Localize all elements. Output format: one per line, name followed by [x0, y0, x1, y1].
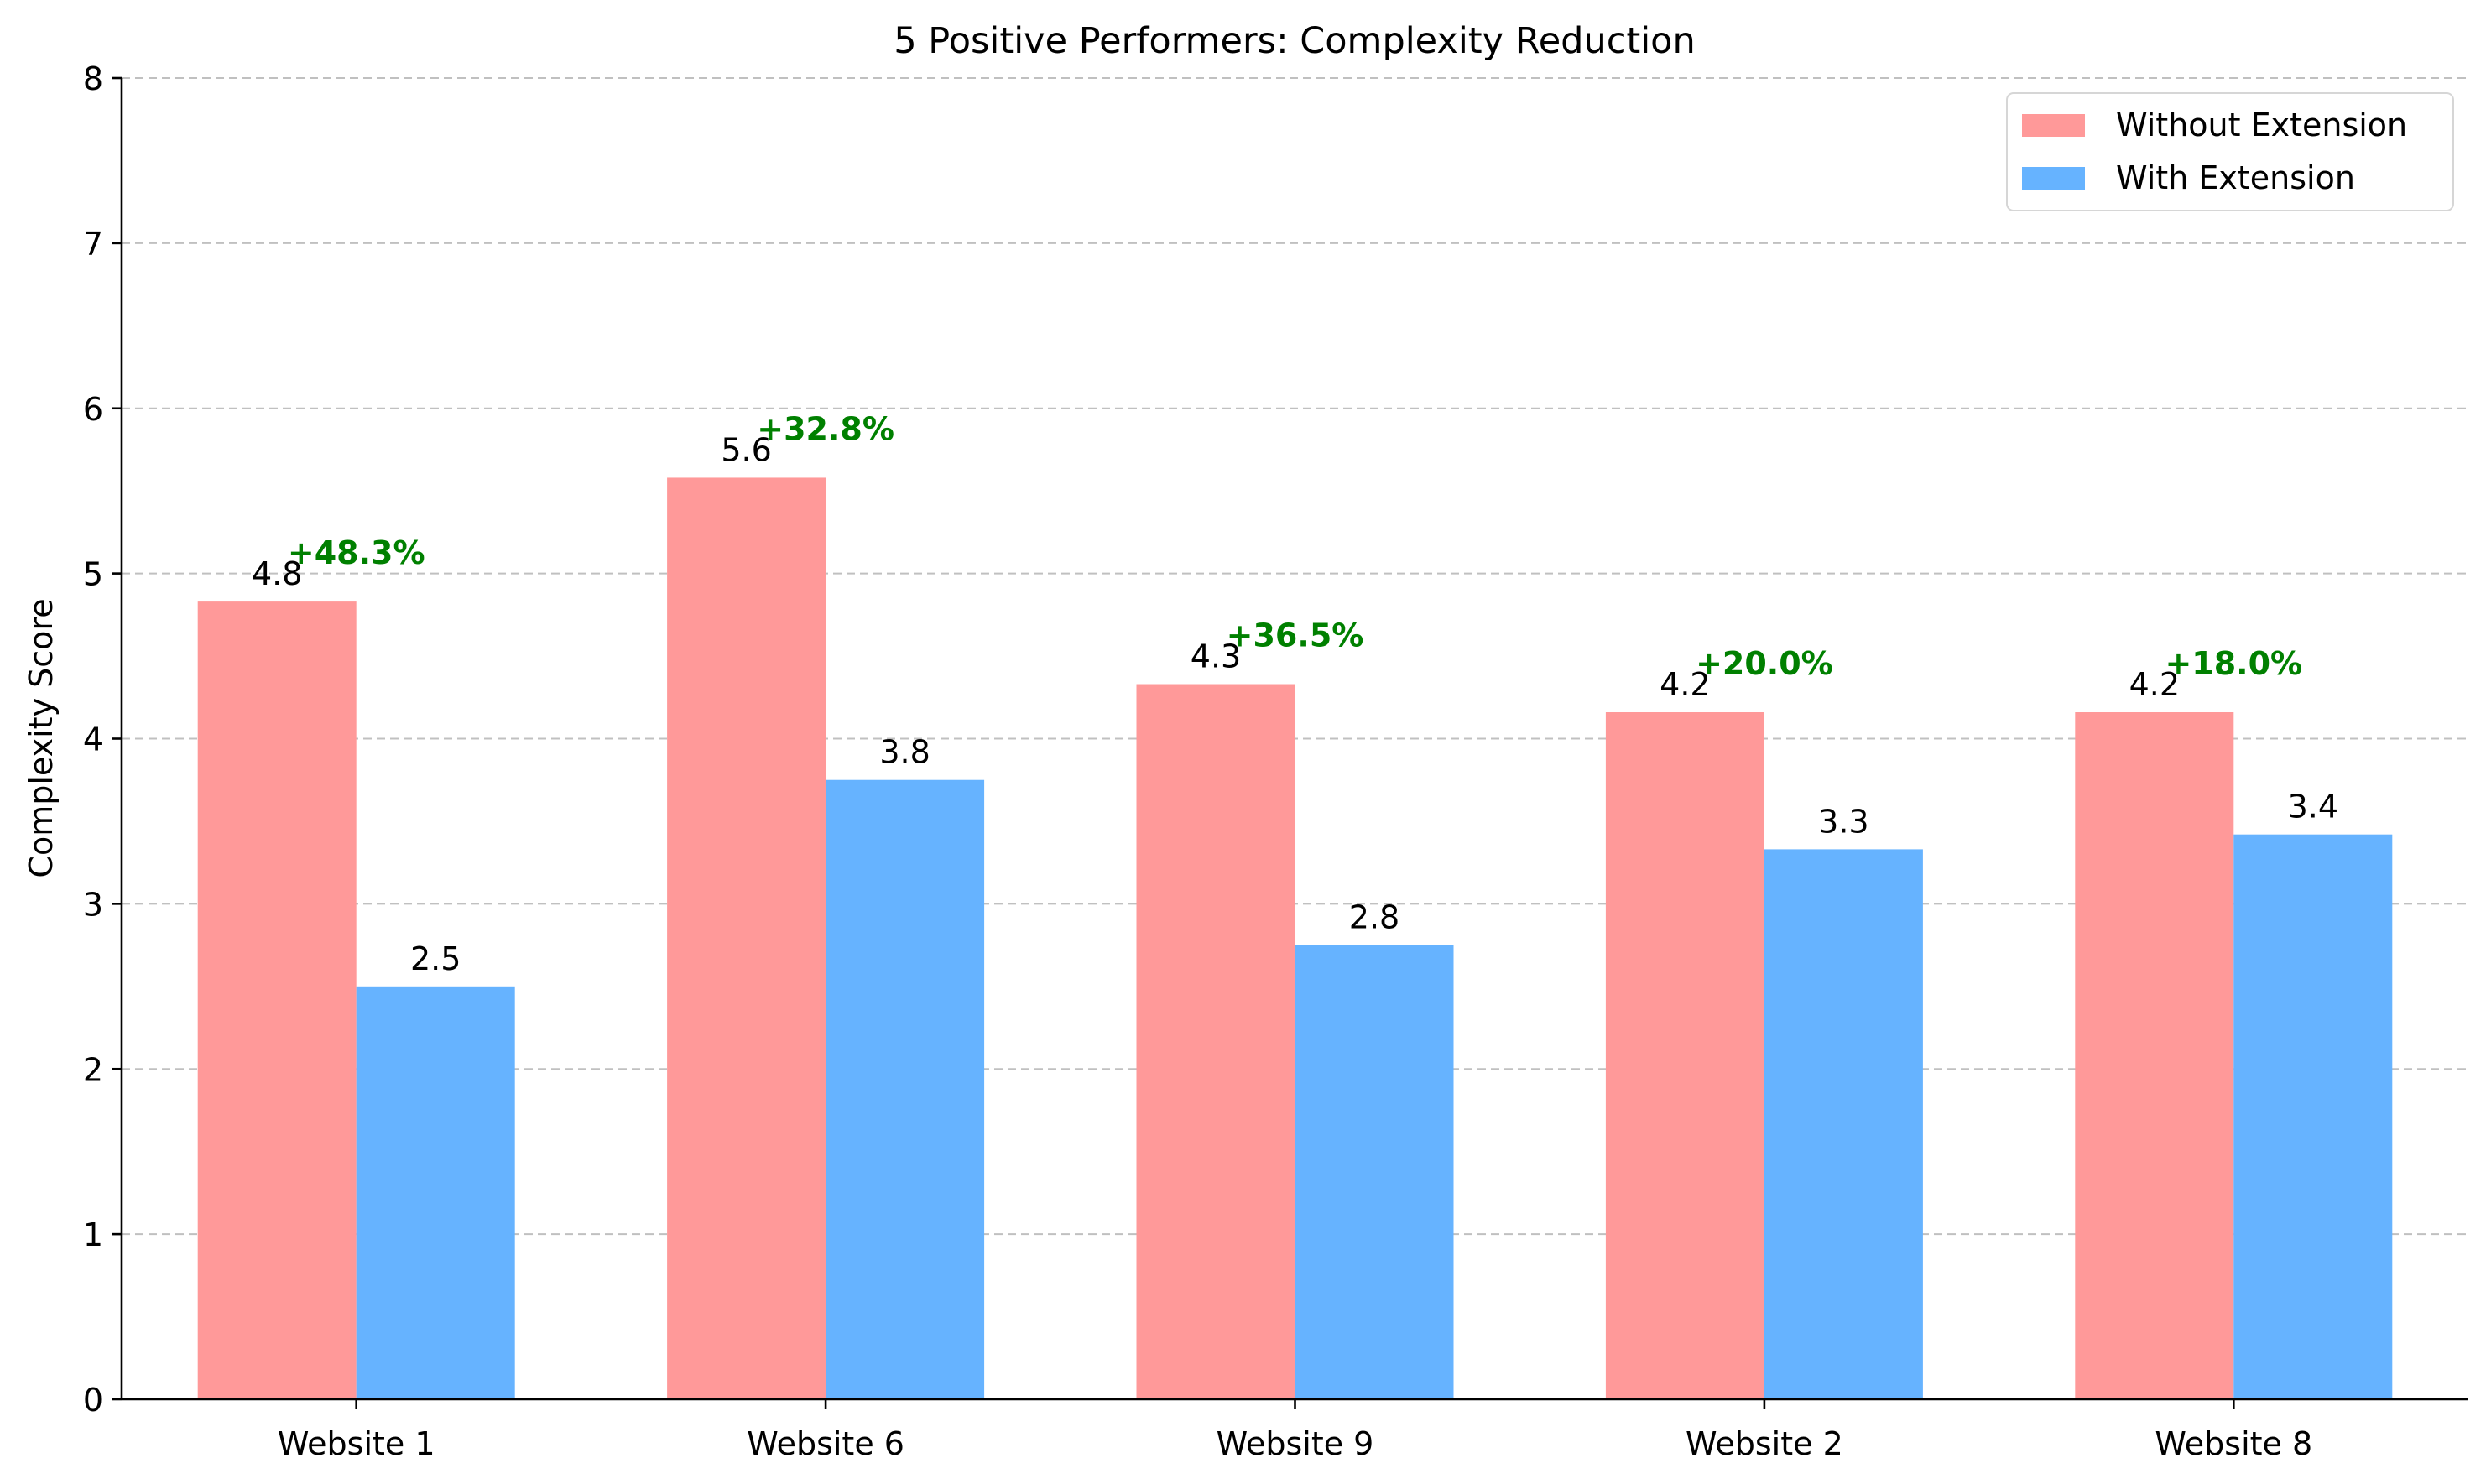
- value-label-with-4: 3.3: [1818, 803, 1868, 840]
- value-label-with-2: 3.8: [879, 734, 930, 771]
- bar-with-1: [356, 986, 515, 1399]
- legend-label-with: With Extension: [2116, 159, 2355, 196]
- improvement-label-2: +32.8%: [757, 410, 894, 447]
- y-tick-label-3: 3: [83, 886, 103, 923]
- y-tick-label-5: 5: [83, 556, 103, 593]
- value-label-without-3: 4.3: [1191, 638, 1241, 675]
- x-tick-label-3: Website 9: [1217, 1425, 1374, 1462]
- bar-without-4: [1605, 712, 1764, 1399]
- y-axis-label: Complexity Score: [23, 598, 60, 877]
- improvement-label-4: +20.0%: [1696, 645, 1833, 682]
- axes: 0 1 2 3 4 5 6 7 8 Website 1 Website 6 Website 9 Webs…: [83, 60, 2468, 1462]
- x-tick-label-1: Website 1: [278, 1425, 435, 1462]
- value-label-without-4: 4.2: [1660, 666, 1710, 703]
- legend-swatch-without: [2022, 114, 2085, 137]
- bar-with-5: [2233, 834, 2393, 1399]
- chart-title: 5 Positive Performers: Complexity Reduct…: [894, 20, 1695, 62]
- legend: Without Extension With Extension: [2006, 92, 2454, 211]
- legend-label-without: Without Extension: [2116, 107, 2407, 143]
- bar-without-2: [667, 477, 826, 1399]
- value-label-with-5: 3.4: [2288, 789, 2338, 825]
- y-tick-label-7: 7: [83, 226, 103, 263]
- improvement-label-1: +48.3%: [288, 534, 425, 571]
- y-tick-label-4: 4: [83, 721, 103, 758]
- data-labels: 4.8 2.5 +48.3% 5.6 3.8 +32.8% 4.3 2.8 +36.5% 4.2 3…: [252, 410, 2338, 976]
- value-label-with-3: 2.8: [1349, 899, 1399, 936]
- improvement-label-3: +36.5%: [1227, 617, 1364, 654]
- value-label-with-1: 2.5: [410, 940, 461, 977]
- y-tick-label-8: 8: [83, 60, 103, 97]
- value-label-without-2: 5.6: [721, 431, 771, 468]
- legend-swatch-with: [2022, 167, 2085, 190]
- x-tick-label-4: Website 2: [1686, 1425, 1843, 1462]
- bar-with-4: [1764, 849, 1923, 1399]
- bar-without-1: [197, 601, 357, 1399]
- y-tick-label-1: 1: [83, 1216, 103, 1253]
- bar-series: [197, 477, 2393, 1399]
- bar-without-5: [2075, 712, 2234, 1399]
- legend-box: [2006, 92, 2454, 211]
- x-tick-label-5: Website 8: [2155, 1425, 2312, 1462]
- y-tick-label-6: 6: [83, 391, 103, 428]
- x-tick-label-2: Website 6: [747, 1425, 904, 1462]
- bar-with-3: [1295, 945, 1454, 1399]
- y-tick-label-2: 2: [83, 1051, 103, 1088]
- bar-without-3: [1136, 684, 1295, 1399]
- bar-with-2: [826, 779, 985, 1399]
- improvement-label-5: +18.0%: [2165, 645, 2302, 682]
- value-label-without-5: 4.2: [2129, 666, 2180, 703]
- y-tick-label-0: 0: [83, 1382, 103, 1419]
- value-label-without-1: 4.8: [252, 555, 302, 592]
